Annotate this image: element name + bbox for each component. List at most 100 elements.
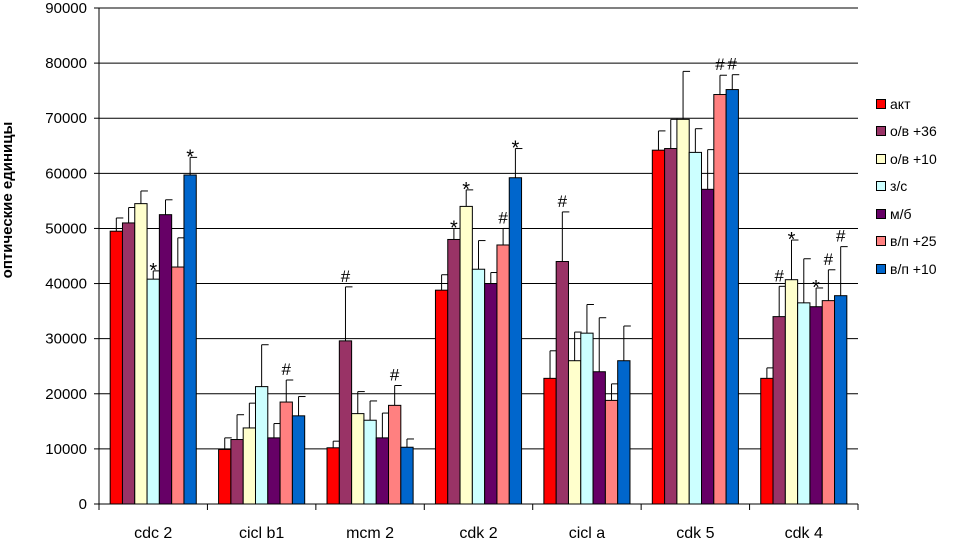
bar <box>496 244 510 505</box>
legend-swatch <box>876 98 886 109</box>
bar <box>242 427 256 505</box>
bar <box>183 174 197 505</box>
significance-mark: * <box>788 229 796 251</box>
significance-mark: * <box>462 179 470 201</box>
legend-label: акт <box>890 95 911 112</box>
legend-swatch <box>876 126 886 137</box>
bar <box>617 360 631 505</box>
bar <box>592 371 606 505</box>
bar <box>676 118 690 505</box>
x-tick-label: cicl b1 <box>239 525 284 542</box>
bar <box>484 283 498 505</box>
y-tick-label: 0 <box>79 496 87 513</box>
legend-swatch <box>876 153 886 164</box>
y-tick-label: 60000 <box>45 165 87 182</box>
x-tick-label: cdk 4 <box>785 525 823 542</box>
bar <box>434 289 449 505</box>
bar <box>688 151 703 505</box>
bar <box>580 332 594 505</box>
axes: 0 10000 20000 30000 40000 50000 60000 70000 8000… <box>45 0 859 542</box>
bar <box>338 340 353 505</box>
significance-mark: # <box>824 250 834 269</box>
bar <box>363 419 377 505</box>
significance-mark: # <box>558 192 568 211</box>
bar <box>279 401 293 505</box>
significance-mark: # <box>715 55 725 74</box>
x-tick-label: cdc 2 <box>134 525 172 542</box>
bar <box>400 446 414 505</box>
bar <box>459 205 473 505</box>
y-tick-label: 80000 <box>45 55 87 72</box>
y-axis-label: оптические единицы <box>0 122 16 279</box>
y-tick-label: 10000 <box>45 441 87 458</box>
y-tick-label: 50000 <box>45 220 87 237</box>
bar <box>555 261 569 505</box>
bar <box>797 302 811 505</box>
significance-mark: * <box>812 277 820 299</box>
legend-label: о/в +10 <box>890 150 937 167</box>
y-tick-label: 90000 <box>45 0 87 17</box>
legend-item: акт <box>876 90 956 118</box>
x-tick-label: cicl a <box>569 525 606 542</box>
bar <box>146 278 160 505</box>
bar <box>447 238 461 505</box>
significance-mark: * <box>186 146 194 168</box>
legend-label: в/п +10 <box>890 260 937 277</box>
legend-label: о/в +36 <box>890 123 937 140</box>
bar <box>772 316 786 505</box>
bar <box>651 149 666 505</box>
bar <box>760 377 774 505</box>
legend-item: о/в +36 <box>876 118 956 146</box>
legend-item: м/б <box>876 200 956 228</box>
significance-mark: # <box>282 360 292 379</box>
x-tick-label: cdk 2 <box>459 525 497 542</box>
significance-mark: # <box>728 55 738 74</box>
legend-item: о/в +10 <box>876 145 956 173</box>
significance-mark: * <box>149 260 157 282</box>
bar <box>508 177 523 505</box>
bar <box>254 386 269 505</box>
bar <box>134 203 148 505</box>
legend-swatch <box>876 236 886 247</box>
significance-mark: # <box>774 266 784 285</box>
bar <box>784 279 799 505</box>
bar <box>567 360 582 505</box>
y-tick-label: 20000 <box>45 386 87 403</box>
bar <box>351 413 365 505</box>
legend-swatch <box>876 263 886 274</box>
bar <box>230 439 244 505</box>
x-tick-label: cdk 5 <box>676 525 714 542</box>
bar <box>701 188 715 505</box>
bar <box>171 266 185 505</box>
bar <box>375 437 390 505</box>
bar <box>834 295 848 505</box>
legend-swatch <box>876 181 886 192</box>
legend-label: м/б <box>890 205 912 222</box>
bar <box>218 448 232 505</box>
significance-mark: # <box>498 208 508 227</box>
bar <box>713 94 727 505</box>
legend: акт о/в +36 о/в +10 з/с м/б в/п +25 в/п +10 <box>876 90 956 283</box>
bar <box>543 377 557 505</box>
significance-mark: * <box>450 217 458 239</box>
bar <box>388 404 402 505</box>
bar <box>109 230 123 505</box>
significance-mark: # <box>390 366 400 385</box>
significance-mark: # <box>341 267 351 286</box>
legend-swatch <box>876 208 886 219</box>
gridlines <box>99 7 858 450</box>
y-tick-label: 40000 <box>45 276 87 293</box>
bar <box>664 148 678 505</box>
bar <box>809 306 823 505</box>
legend-label: в/п +25 <box>890 233 937 250</box>
bar <box>725 89 739 505</box>
bar <box>158 214 173 505</box>
y-tick-label: 70000 <box>45 110 87 127</box>
bar <box>326 447 340 505</box>
bar <box>821 300 836 505</box>
significance-mark: # <box>836 227 846 246</box>
legend-item: в/п +25 <box>876 228 956 256</box>
x-tick-label: mcm 2 <box>346 525 394 542</box>
bar <box>471 268 486 505</box>
